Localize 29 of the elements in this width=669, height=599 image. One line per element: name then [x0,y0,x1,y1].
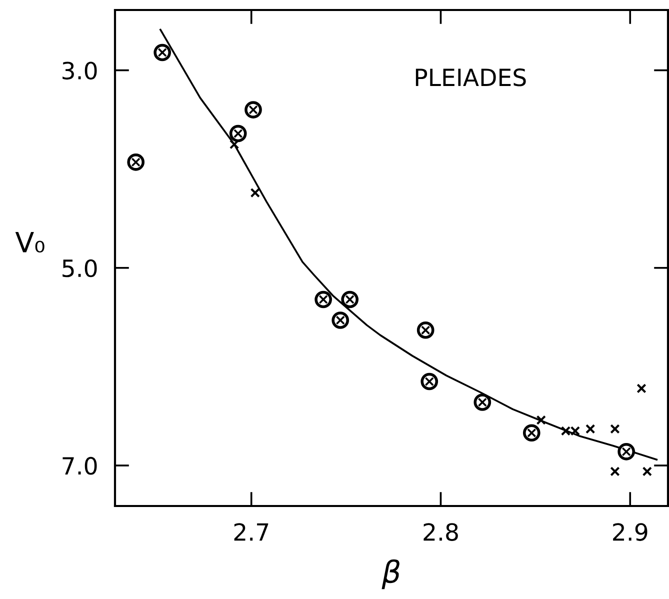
x-tick-label: 2.9 [613,523,648,541]
point [127,153,145,171]
y-tick-label: 7.0 [62,456,97,475]
point [229,124,247,142]
point [250,188,260,198]
point [420,372,438,390]
point [522,424,540,442]
y-tick-label: 3.0 [62,62,97,80]
point [229,140,240,150]
point [536,415,546,425]
point [610,424,620,434]
annotation: PLEIADES [416,68,526,86]
point [154,44,172,62]
point [642,466,652,476]
point [474,394,492,411]
point [341,290,359,308]
y-tick-label: 5.0 [62,259,97,278]
point [244,101,262,118]
point [416,321,434,339]
x-tick-label: 2.8 [424,523,458,541]
point [314,290,332,308]
point [586,424,596,434]
x-axis-title: β [382,559,400,590]
point [332,312,350,329]
x-tick-label: 2.7 [234,523,268,541]
point [618,442,636,460]
point [636,384,646,394]
point [610,466,620,476]
y-axis-title: V₀ [15,232,44,253]
